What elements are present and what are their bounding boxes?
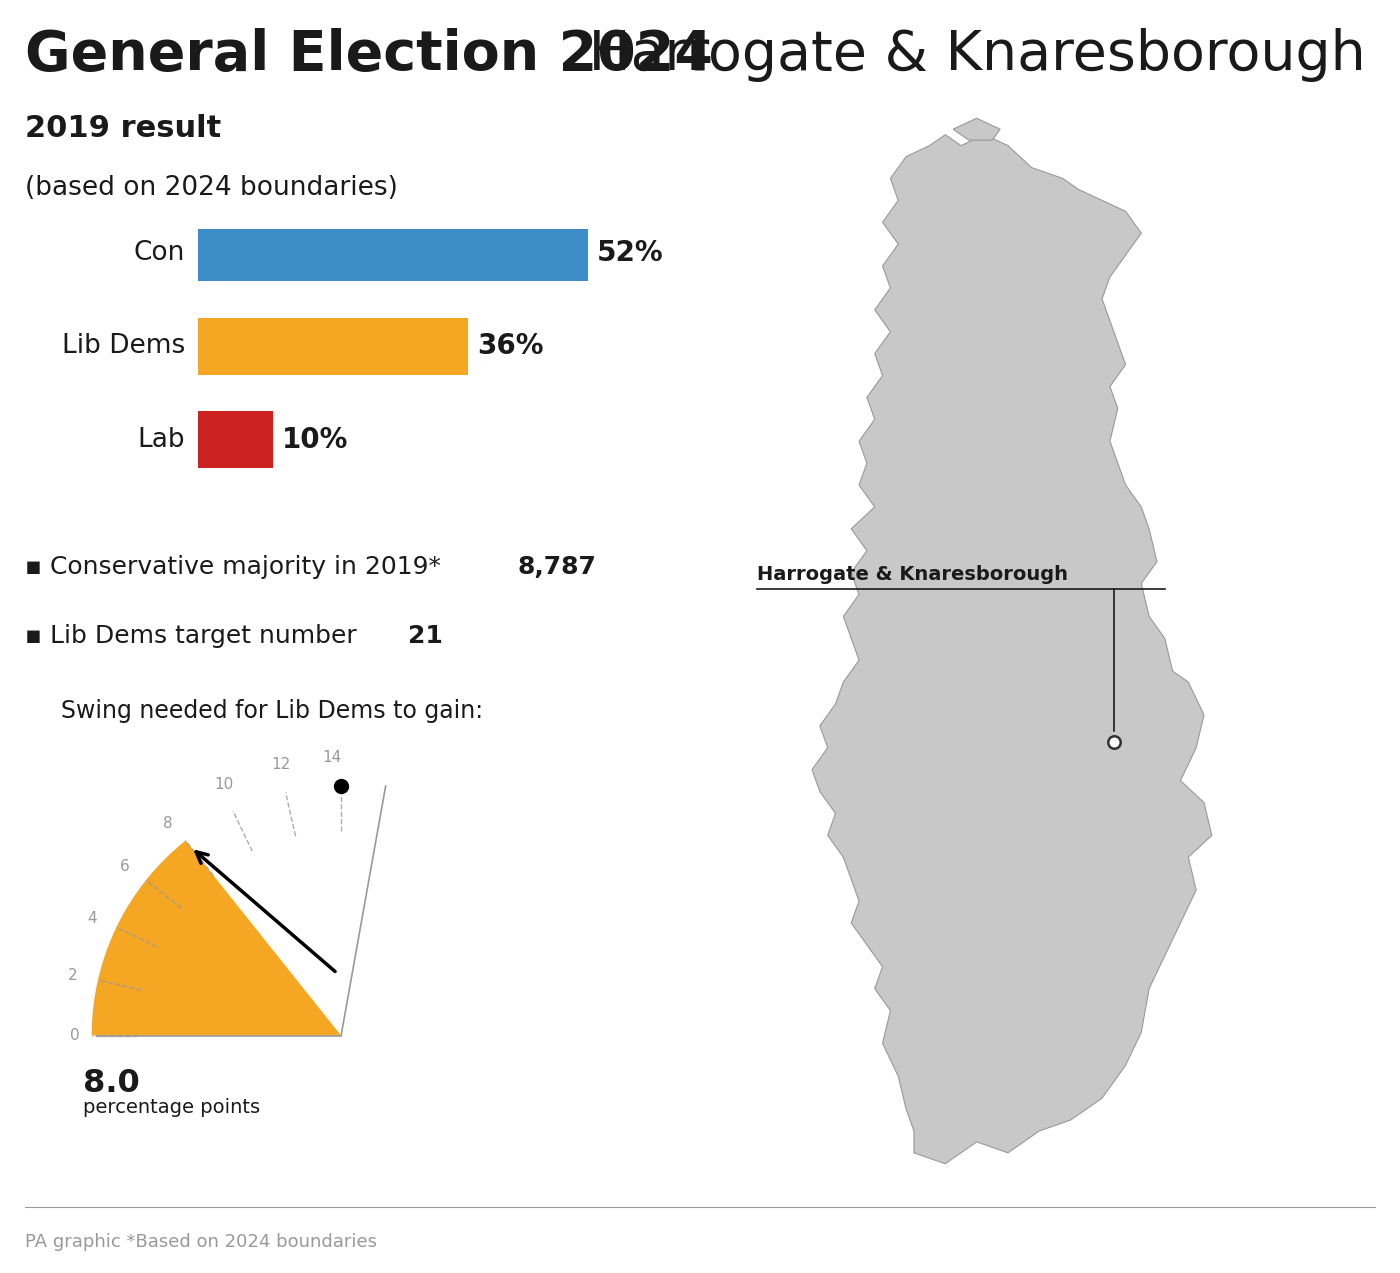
Bar (197, 224, 588, 281)
Text: 10%: 10% (281, 425, 349, 453)
Text: Swing needed for Lib Dems to gain:: Swing needed for Lib Dems to gain: (60, 699, 483, 723)
Wedge shape (91, 840, 342, 1035)
Text: ▪ Conservative majority in 2019*: ▪ Conservative majority in 2019* (25, 555, 449, 579)
Text: 12: 12 (272, 756, 290, 771)
Text: Harrogate & Knaresborough: Harrogate & Knaresborough (757, 564, 1068, 583)
Text: 21: 21 (407, 624, 442, 648)
Text: 4: 4 (87, 910, 97, 925)
Text: 36%: 36% (477, 332, 543, 360)
Bar (197, 317, 468, 374)
Bar (197, 411, 273, 468)
Text: 8.0: 8.0 (83, 1068, 140, 1099)
Text: 6: 6 (119, 859, 129, 875)
Text: ▪ Lib Dems target number: ▪ Lib Dems target number (25, 624, 365, 648)
Text: 8: 8 (162, 816, 172, 831)
Text: percentage points: percentage points (83, 1097, 260, 1116)
Text: 2: 2 (67, 967, 77, 983)
Text: 0: 0 (70, 1029, 80, 1043)
Polygon shape (812, 135, 1212, 1164)
Polygon shape (953, 118, 1000, 140)
Text: General Election 2024: General Election 2024 (25, 28, 713, 83)
Text: Lib Dems: Lib Dems (62, 334, 185, 359)
Text: 14: 14 (322, 750, 342, 765)
Text: PA graphic *Based on 2024 boundaries: PA graphic *Based on 2024 boundaries (25, 1234, 377, 1251)
Text: 2019 result: 2019 result (25, 115, 221, 144)
Text: 10: 10 (214, 777, 234, 792)
Text: 8,787: 8,787 (518, 555, 596, 579)
Text: Con: Con (134, 239, 185, 266)
Text: Harrogate & Knaresborough: Harrogate & Knaresborough (571, 28, 1366, 83)
Text: Lab: Lab (137, 426, 185, 453)
Text: 52%: 52% (598, 238, 664, 266)
Text: (based on 2024 boundaries): (based on 2024 boundaries) (25, 174, 398, 201)
